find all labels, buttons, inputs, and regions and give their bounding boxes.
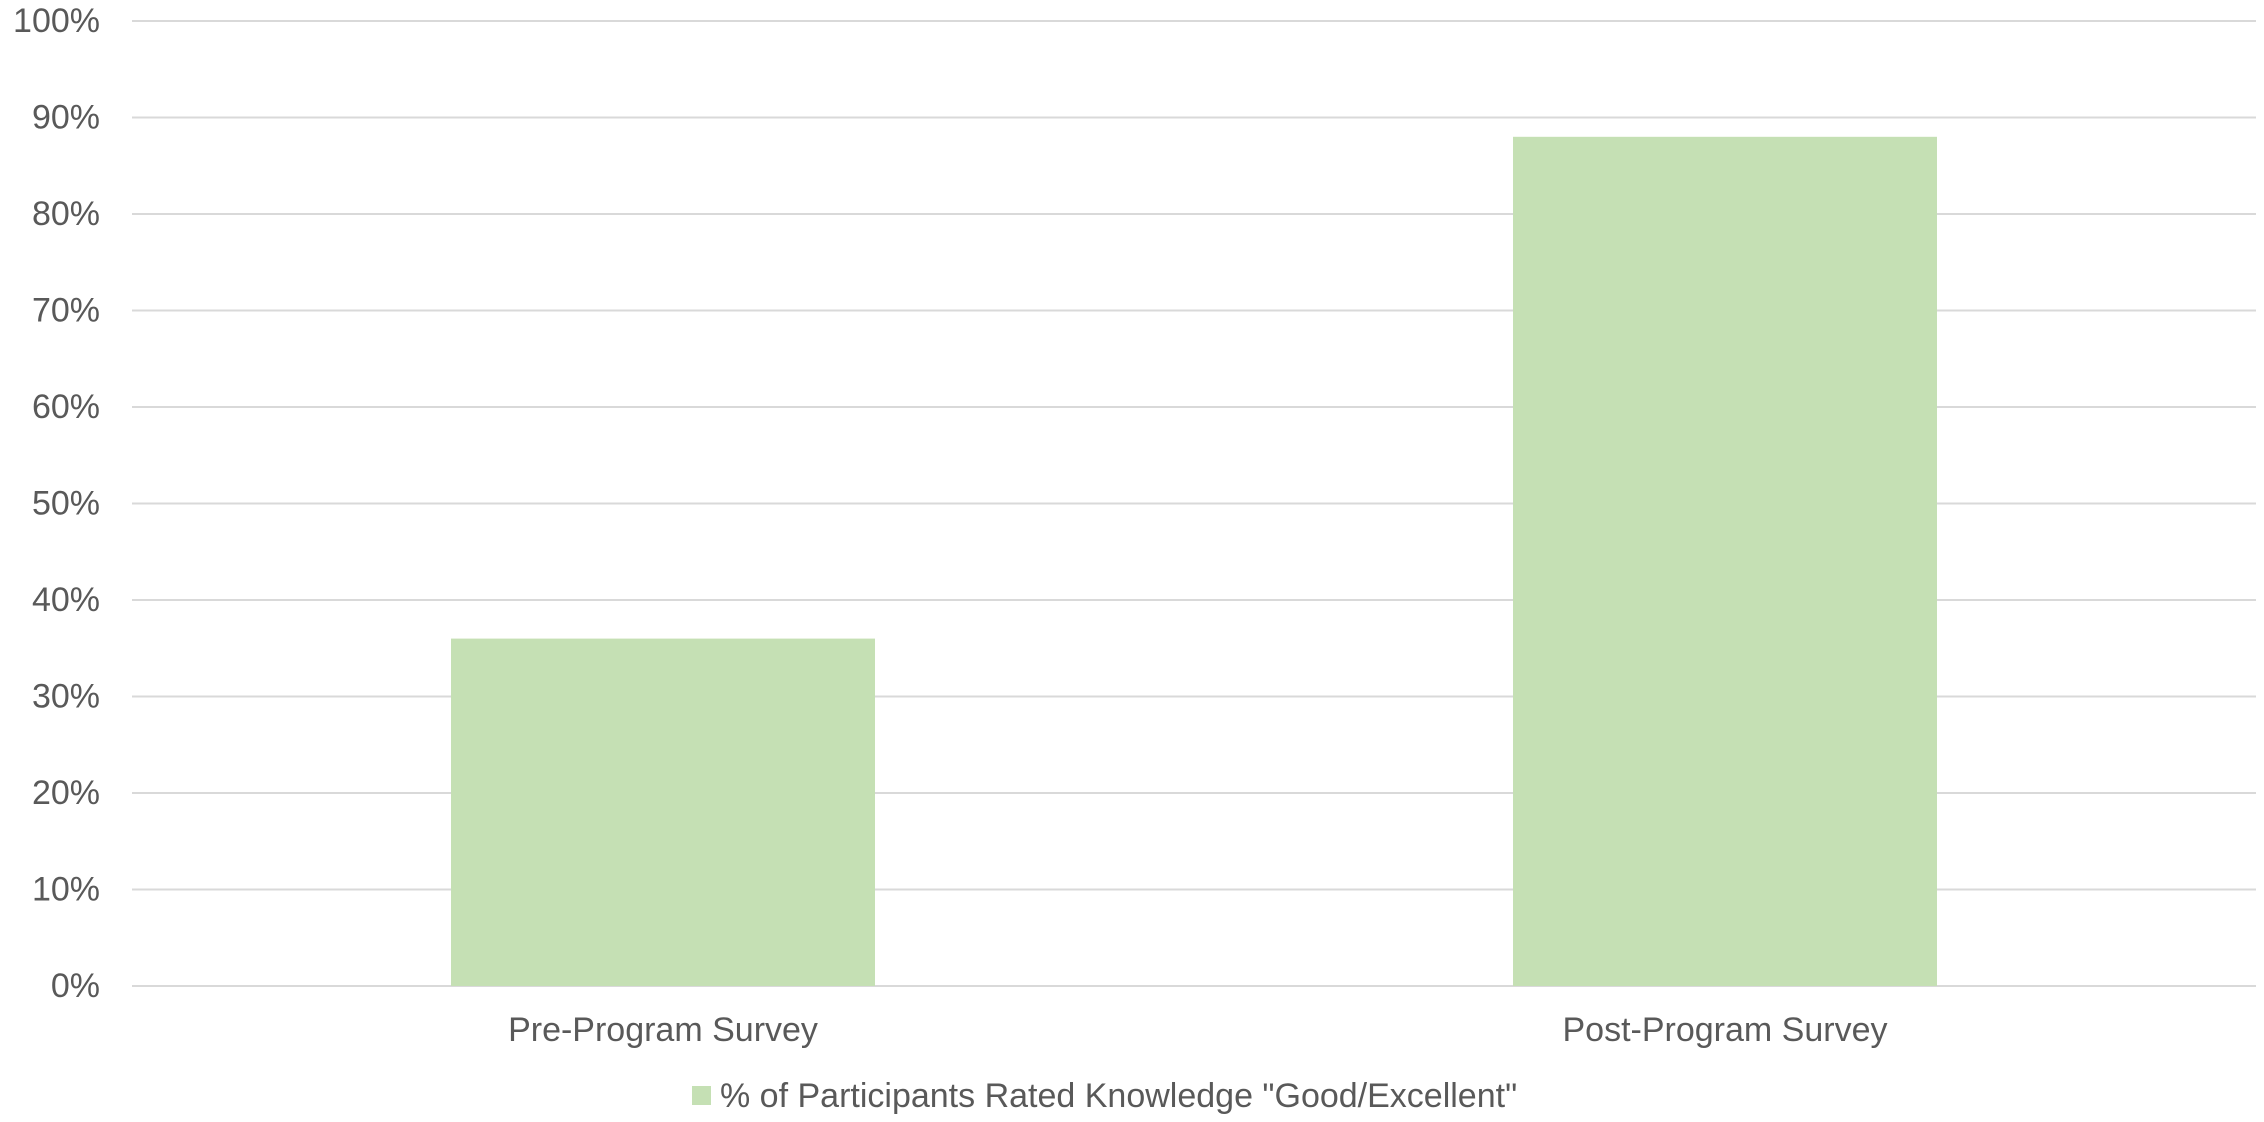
y-tick-label: 40% bbox=[32, 581, 100, 619]
y-tick-label: 50% bbox=[32, 485, 100, 523]
legend-swatch bbox=[692, 1086, 711, 1105]
y-tick-label: 60% bbox=[32, 388, 100, 426]
y-tick-label: 30% bbox=[32, 678, 100, 716]
y-tick-label: 0% bbox=[51, 967, 100, 1005]
legend: % of Participants Rated Knowledge "Good/… bbox=[692, 1077, 1517, 1115]
x-category-label: Post-Program Survey bbox=[1563, 1011, 1888, 1049]
y-tick-label: 10% bbox=[32, 871, 100, 909]
legend-label: % of Participants Rated Knowledge "Good/… bbox=[720, 1077, 1517, 1115]
y-tick-label: 100% bbox=[13, 2, 100, 40]
y-axis-tick-labels: 0% 10% 20% 30% 40% 50% 60% 70% 80% 90% 100% bbox=[13, 2, 100, 1005]
x-category-label: Pre-Program Survey bbox=[508, 1011, 818, 1049]
bars bbox=[451, 136, 1937, 987]
x-axis-category-labels: Pre-Program Survey Post-Program Survey bbox=[508, 1011, 1887, 1049]
y-tick-label: 90% bbox=[32, 99, 100, 137]
y-tick-label: 20% bbox=[32, 774, 100, 812]
y-tick-label: 80% bbox=[32, 195, 100, 233]
bar-post-program-survey bbox=[1513, 136, 1937, 987]
y-tick-label: 70% bbox=[32, 292, 100, 330]
bar-pre-program-survey bbox=[451, 638, 875, 986]
gridlines bbox=[132, 20, 2256, 987]
